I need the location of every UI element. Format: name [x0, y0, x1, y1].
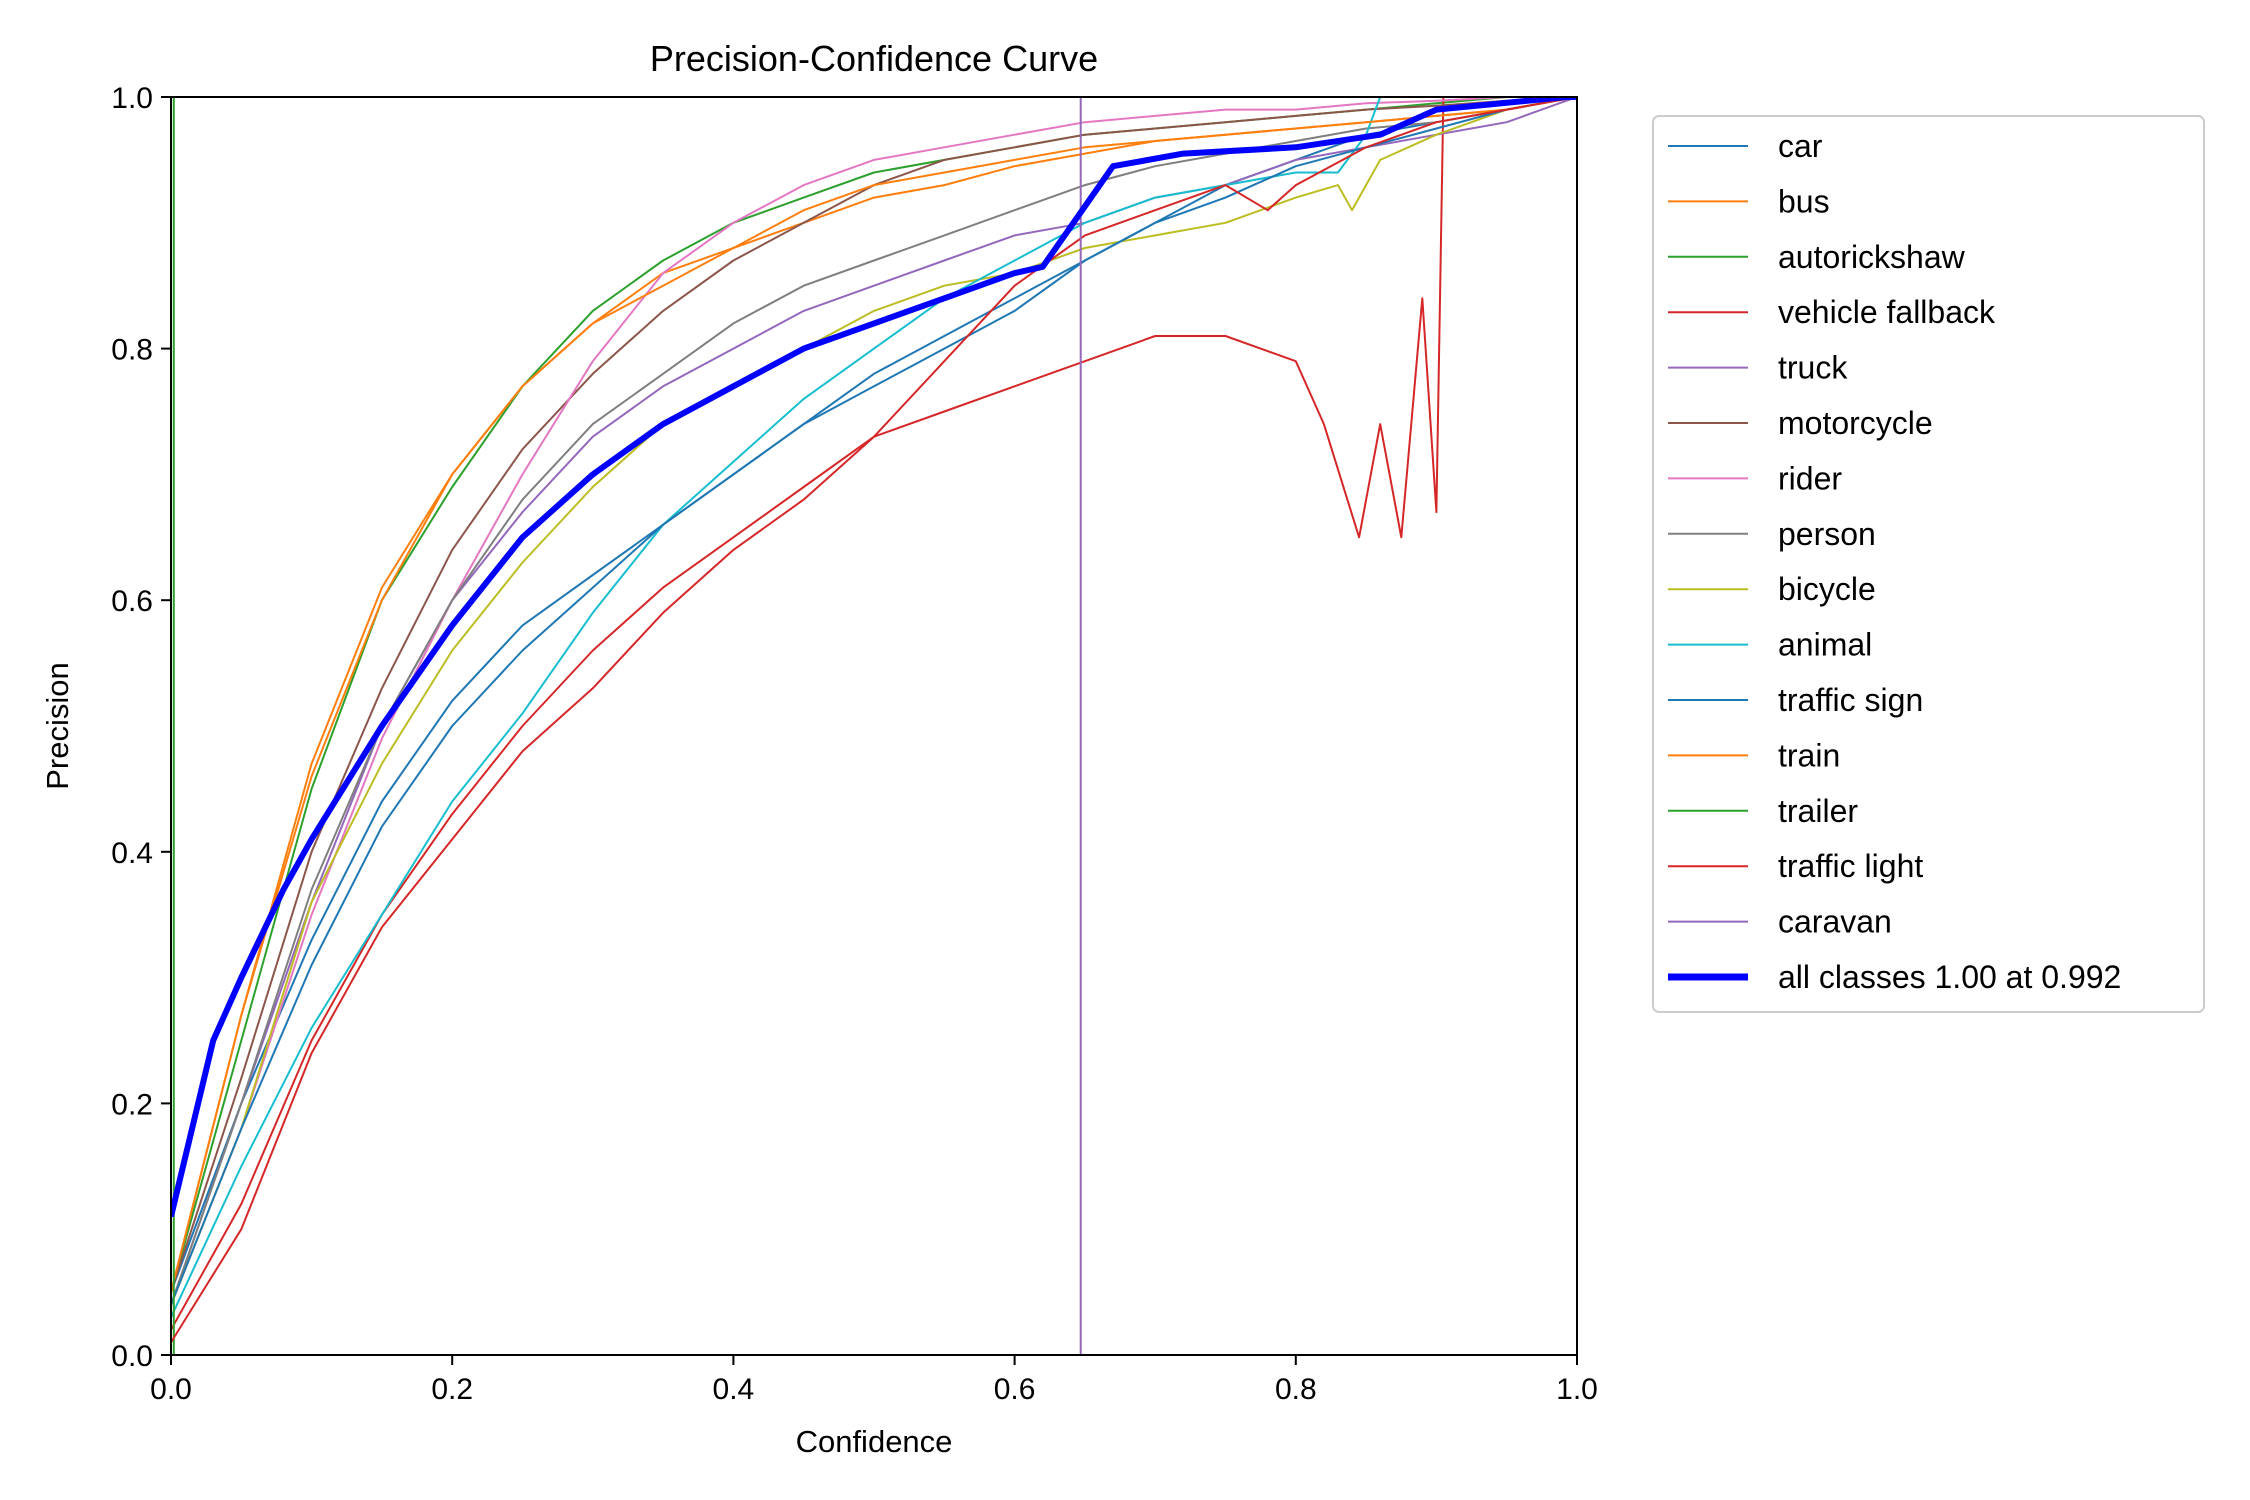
- series-line-all-classes-1-00-at-0-992: [171, 97, 1577, 1218]
- x-tick-label: 0.6: [994, 1373, 1036, 1406]
- x-tick-label: 0.0: [150, 1373, 192, 1406]
- legend-label-truck: truck: [1778, 350, 1848, 386]
- y-axis-ticks: 0.0 0.2 0.4 0.6 0.8 1.0: [111, 82, 171, 1373]
- x-axis-ticks: 0.0 0.2 0.4 0.6 0.8 1.0: [150, 1355, 1598, 1406]
- series-line-person: [171, 97, 1577, 1306]
- legend-label-trailer: trailer: [1778, 793, 1858, 829]
- series-line-train: [171, 97, 1577, 1293]
- x-axis-label: Confidence: [796, 1424, 953, 1459]
- chart-title: Precision-Confidence Curve: [650, 38, 1098, 79]
- series-line-bicycle: [171, 97, 1577, 1306]
- series-layer: [171, 97, 1577, 1355]
- legend-label-caravan: caravan: [1778, 904, 1892, 940]
- x-tick-label: 0.2: [431, 1373, 473, 1406]
- series-line-vehicle-fallback: [171, 97, 1445, 1331]
- plot-frame: [170, 96, 1578, 1356]
- legend-label-animal: animal: [1778, 627, 1872, 663]
- y-tick-label: 0.4: [111, 837, 153, 870]
- y-tick-label: 0.8: [111, 334, 153, 367]
- legend-label-all-classes-1-00-at-0-992: all classes 1.00 at 0.992: [1778, 959, 2121, 995]
- legend-label-car: car: [1778, 128, 1823, 164]
- y-tick-label: 0.6: [111, 585, 153, 618]
- y-tick-label: 1.0: [111, 82, 153, 115]
- legend-label-vehicle-fallback: vehicle fallback: [1778, 294, 1996, 330]
- legend-label-traffic-sign: traffic sign: [1778, 682, 1923, 718]
- series-line-traffic-sign: [171, 97, 1577, 1306]
- legend-label-motorcycle: motorcycle: [1778, 405, 1933, 441]
- series-line-traffic-light: [171, 97, 1577, 1343]
- y-axis-label: Precision: [40, 662, 75, 790]
- y-tick-label: 0.2: [111, 1088, 153, 1121]
- plot-area: [170, 96, 1578, 1356]
- x-tick-label: 1.0: [1556, 1373, 1598, 1406]
- legend-label-bus: bus: [1778, 183, 1830, 219]
- legend-label-bicycle: bicycle: [1778, 571, 1876, 607]
- legend-label-rider: rider: [1778, 460, 1842, 496]
- x-tick-label: 0.8: [1275, 1373, 1317, 1406]
- legend-box: [1652, 115, 2205, 1013]
- y-tick-label: 0.0: [111, 1340, 153, 1373]
- x-tick-label: 0.4: [713, 1373, 755, 1406]
- legend-label-autorickshaw: autorickshaw: [1778, 239, 1966, 275]
- legend-label-traffic-light: traffic light: [1778, 848, 1923, 884]
- legend-label-train: train: [1778, 737, 1840, 773]
- legend-label-person: person: [1778, 516, 1876, 552]
- legend: car bus autorickshaw vehicle fallback truck m…: [1652, 115, 2205, 1013]
